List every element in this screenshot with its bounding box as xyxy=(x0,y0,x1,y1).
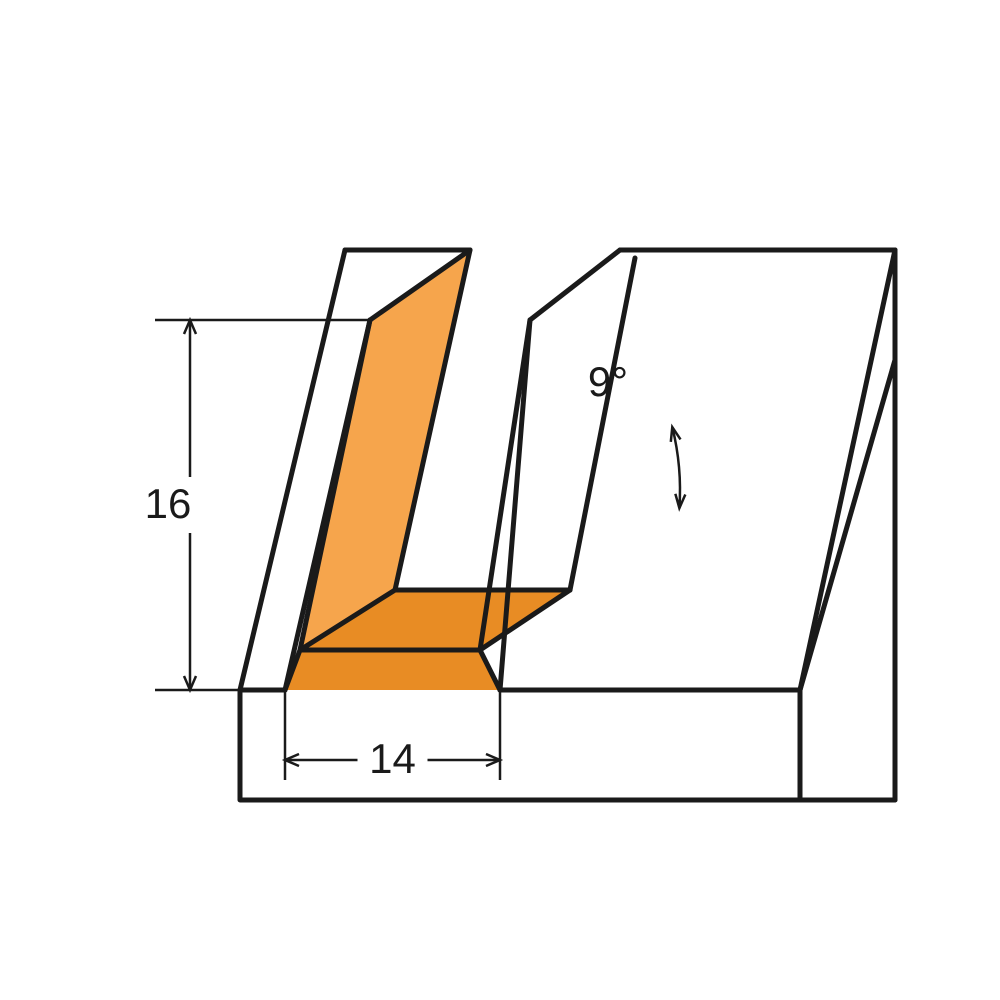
groove-front-lip xyxy=(285,650,500,690)
dim-angle-label: 9° xyxy=(588,358,628,405)
dim-height-label: 16 xyxy=(145,480,192,527)
dim-width-label: 14 xyxy=(369,735,416,782)
profile-diagram: 16 14 9° xyxy=(0,0,1000,1000)
